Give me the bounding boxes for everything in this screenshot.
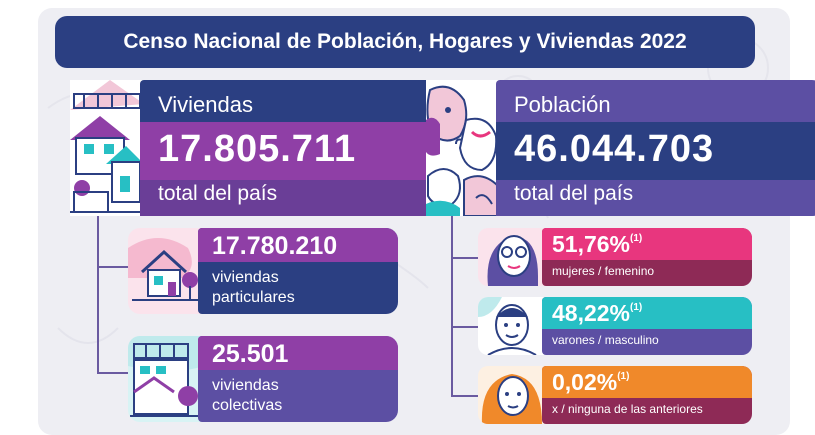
house-icon — [128, 228, 204, 314]
viviendas-connector-1 — [97, 266, 131, 268]
page-title: Censo Nacional de Población, Hogares y V… — [55, 16, 755, 68]
building-icon — [128, 336, 204, 422]
mujeres-caption: mujeres / femenino — [552, 264, 655, 278]
houses-illustration-icon — [70, 80, 144, 216]
varones-percent: 48,22% — [552, 300, 631, 326]
x-footnote: (1) — [617, 371, 630, 382]
woman-face-icon — [478, 228, 548, 286]
poblacion-label: Población — [514, 92, 611, 117]
viviendas-total-caption: total del país — [158, 182, 278, 205]
varones-value: 48,22%(1) — [552, 300, 642, 327]
viviendas-connector-2 — [97, 372, 131, 374]
viviendas-particulares-caption-line1: viviendas — [212, 269, 279, 286]
viviendas-particulares-value: 17.780.210 — [212, 232, 338, 260]
poblacion-total-caption: total del país — [514, 182, 634, 205]
varones-caption: varones / masculino — [552, 333, 659, 347]
viviendas-colectivas-panel: 25.501 viviendas colectivas — [198, 336, 398, 422]
varones-footnote: (1) — [630, 302, 643, 313]
person-face-icon — [478, 366, 548, 424]
x-percent: 0,02% — [552, 369, 618, 395]
mujeres-value: 51,76%(1) — [552, 231, 642, 258]
viviendas-particulares-panel: 17.780.210 viviendas particulares — [198, 228, 398, 314]
poblacion-connector-3 — [451, 395, 479, 397]
x-value: 0,02%(1) — [552, 369, 629, 396]
viviendas-label: Viviendas — [158, 92, 253, 117]
viviendas-connector-vertical — [97, 216, 99, 372]
viviendas-colectivas-value: 25.501 — [212, 340, 289, 368]
viviendas-colectivas-caption-line1: viviendas — [212, 377, 279, 394]
viviendas-particulares-caption: viviendas particulares — [212, 268, 392, 308]
viviendas-panel: Viviendas 17.805.711 total del país — [140, 80, 470, 216]
mujeres-footnote: (1) — [630, 233, 643, 244]
x-panel: 0,02%(1) x / ninguna de las anteriores — [542, 366, 752, 424]
poblacion-connector-1 — [451, 257, 479, 259]
man-face-icon — [478, 297, 548, 355]
mujeres-panel: 51,76%(1) mujeres / femenino — [542, 228, 752, 286]
poblacion-total-value: 46.044.703 — [514, 128, 715, 170]
poblacion-panel: Población 46.044.703 total del país — [496, 80, 815, 216]
varones-panel: 48,22%(1) varones / masculino — [542, 297, 752, 355]
people-illustration-icon — [426, 80, 500, 216]
viviendas-total-value: 17.805.711 — [158, 128, 357, 170]
viviendas-colectivas-caption: viviendas colectivas — [212, 376, 392, 416]
viviendas-colectivas-caption-line2: colectivas — [212, 397, 283, 414]
poblacion-connector-vertical — [451, 216, 453, 396]
x-caption: x / ninguna de las anteriores — [552, 402, 703, 416]
viviendas-particulares-caption-line2: particulares — [212, 289, 295, 306]
mujeres-percent: 51,76% — [552, 231, 631, 257]
poblacion-connector-2 — [451, 326, 479, 328]
